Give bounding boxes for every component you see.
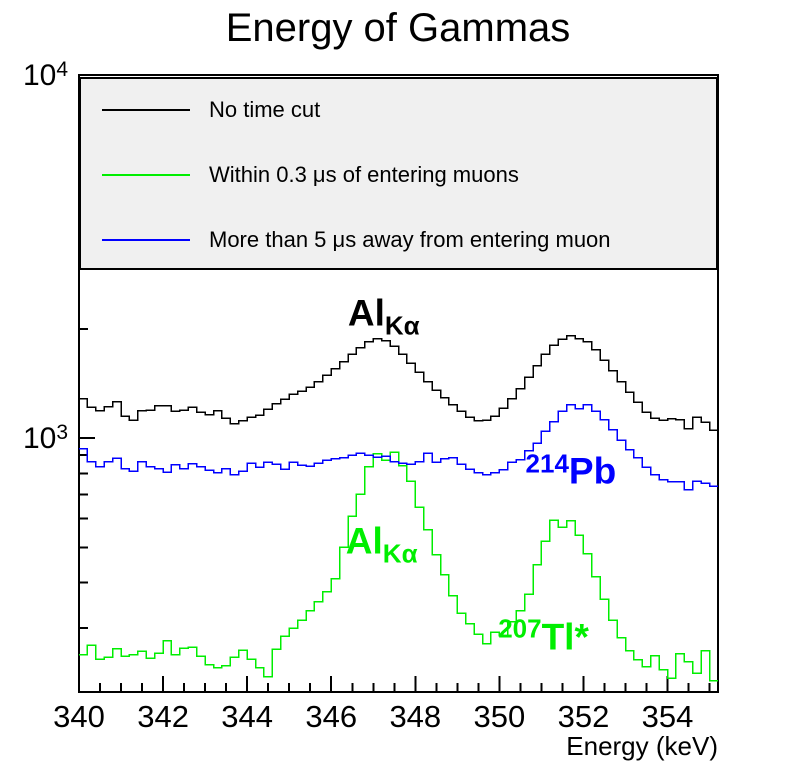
x-axis-tick-labels: 340 342 344 346 348 350 352 354 xyxy=(0,699,796,735)
x-tick-label: 342 xyxy=(137,699,189,734)
x-tick-label: 348 xyxy=(389,699,442,734)
legend-label: More than 5 μs away from entering muon xyxy=(209,227,611,252)
plot-title: Energy of Gammas xyxy=(225,6,571,50)
x-tick-label: 352 xyxy=(557,699,610,734)
annotation-al-kalpha-green: AlKα xyxy=(345,520,418,569)
histogram-no-time-cut xyxy=(79,334,718,432)
y-tick-label-1e4: 104 xyxy=(22,57,68,92)
y-tick-label-1e3: 103 xyxy=(22,421,68,455)
histogram-within-cut xyxy=(79,451,718,682)
x-tick-label: 340 xyxy=(53,699,105,734)
x-tick-label: 346 xyxy=(305,699,358,734)
legend-label: No time cut xyxy=(209,97,321,122)
legend-line-black xyxy=(102,109,190,111)
legend-entry-away-cut: More than 5 μs away from entering muon xyxy=(81,225,716,255)
plot-frame xyxy=(78,74,719,693)
legend-box: No time cut Within 0.3 μs of entering mu… xyxy=(79,77,718,270)
x-tick-label: 354 xyxy=(641,699,694,734)
annotation-tl-207-green: 207Tl* xyxy=(498,613,589,658)
legend-label: Within 0.3 μs of entering muons xyxy=(209,162,519,187)
annotation-al-kalpha-black: AlKα xyxy=(347,292,420,341)
legend-line-blue xyxy=(102,239,190,241)
legend-line-green xyxy=(102,174,190,176)
x-tick-label: 344 xyxy=(221,699,274,734)
histogram-away-cut xyxy=(79,404,718,491)
x-tick-label: 350 xyxy=(473,699,526,734)
x-axis-title: Energy (keV) xyxy=(566,731,718,761)
annotation-pb-214-blue: 214Pb xyxy=(525,448,617,492)
legend-entry-within-cut: Within 0.3 μs of entering muons xyxy=(81,160,716,190)
legend-entry-no-time-cut: No time cut xyxy=(81,95,716,125)
